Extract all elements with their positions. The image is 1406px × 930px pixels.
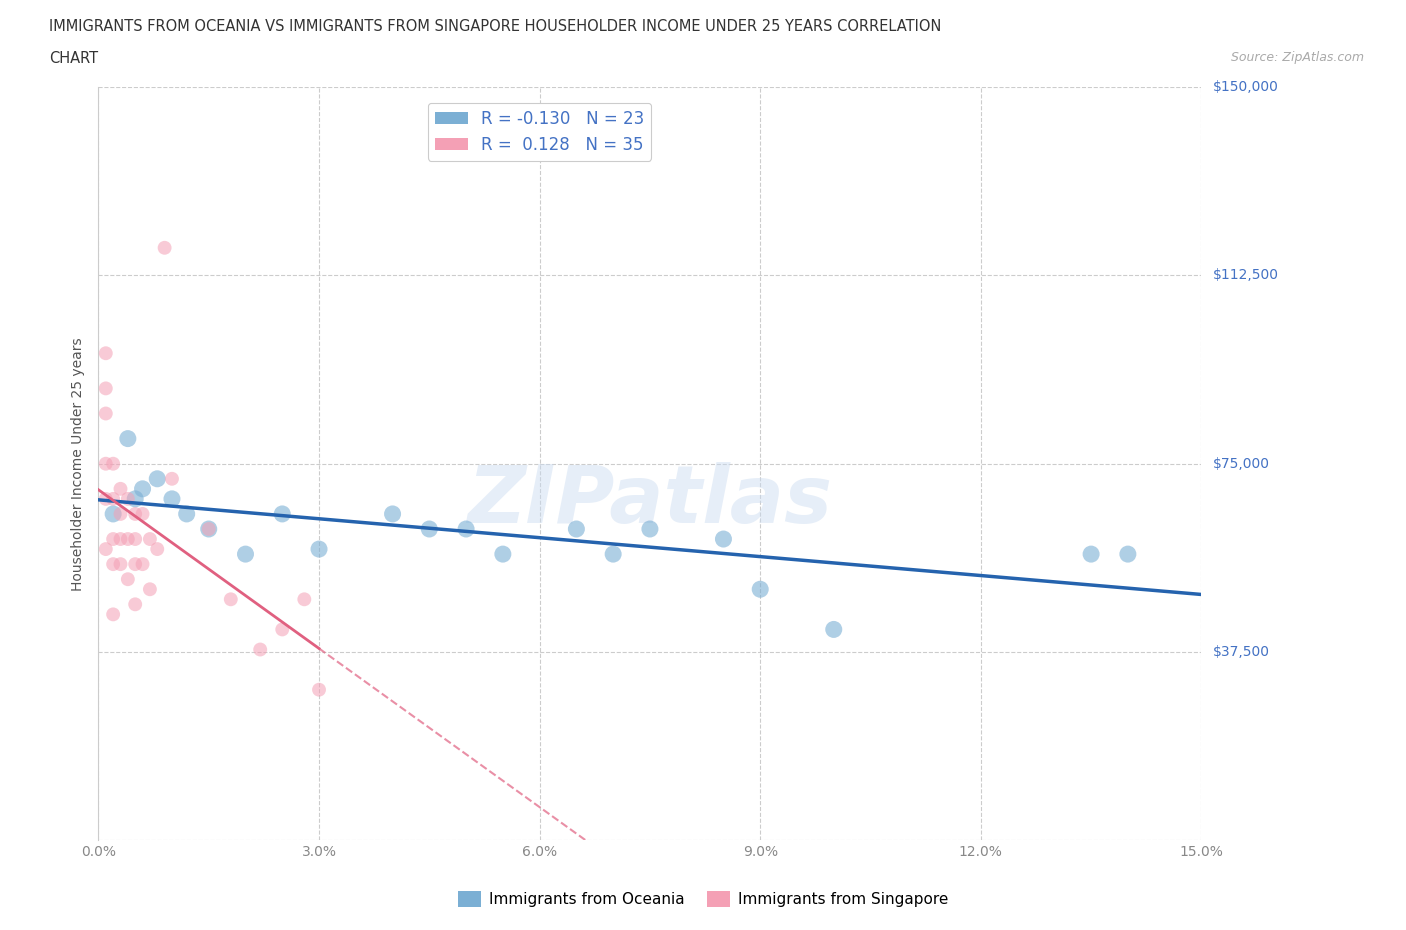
Point [146,472,169,486]
Point [124,532,146,547]
Point [1116,547,1139,562]
Point [94,346,117,361]
Point [94,491,117,506]
Point [197,522,219,537]
Legend: Immigrants from Oceania, Immigrants from Singapore: Immigrants from Oceania, Immigrants from… [451,884,955,913]
Point [271,622,294,637]
Text: CHART: CHART [49,51,98,66]
Text: $150,000: $150,000 [1212,80,1278,94]
Point [271,507,294,522]
Point [713,532,735,547]
Point [110,557,132,572]
Point [101,491,124,506]
Text: ZIPatlas: ZIPatlas [467,462,832,540]
Point [565,522,588,537]
Point [456,522,478,537]
Point [101,557,124,572]
Point [117,491,139,506]
Point [139,582,162,597]
Point [249,642,271,657]
Point [235,547,257,562]
Text: IMMIGRANTS FROM OCEANIA VS IMMIGRANTS FROM SINGAPORE HOUSEHOLDER INCOME UNDER 25: IMMIGRANTS FROM OCEANIA VS IMMIGRANTS FR… [49,19,942,33]
Point [219,591,242,606]
Point [160,491,183,506]
Point [110,532,132,547]
Point [418,522,440,537]
Point [94,541,117,556]
Point [823,622,845,637]
Y-axis label: Householder Income Under 25 years: Householder Income Under 25 years [72,337,86,591]
Point [124,597,146,612]
Point [124,491,146,506]
Point [308,683,330,698]
Point [292,591,315,606]
Point [94,406,117,421]
Point [117,572,139,587]
Point [749,582,772,597]
Point [153,240,176,255]
Point [110,482,132,497]
Point [381,507,404,522]
Point [101,607,124,622]
Point [131,482,153,497]
Point [131,557,153,572]
Point [94,457,117,472]
Point [117,532,139,547]
Text: Source: ZipAtlas.com: Source: ZipAtlas.com [1230,51,1364,64]
Point [176,507,198,522]
Point [197,522,219,537]
Point [117,432,139,446]
Text: $37,500: $37,500 [1212,645,1270,659]
Point [308,541,330,556]
Point [139,532,162,547]
Point [124,507,146,522]
Point [101,532,124,547]
Point [492,547,515,562]
Point [101,457,124,472]
Legend: R = -0.130   N = 23, R =  0.128   N = 35: R = -0.130 N = 23, R = 0.128 N = 35 [427,103,651,161]
Text: $112,500: $112,500 [1212,269,1278,283]
Point [602,547,624,562]
Text: $75,000: $75,000 [1212,457,1270,471]
Point [1080,547,1102,562]
Point [101,507,124,522]
Point [638,522,661,537]
Point [131,507,153,522]
Point [110,507,132,522]
Point [124,557,146,572]
Point [146,541,169,556]
Point [94,381,117,396]
Point [160,472,183,486]
